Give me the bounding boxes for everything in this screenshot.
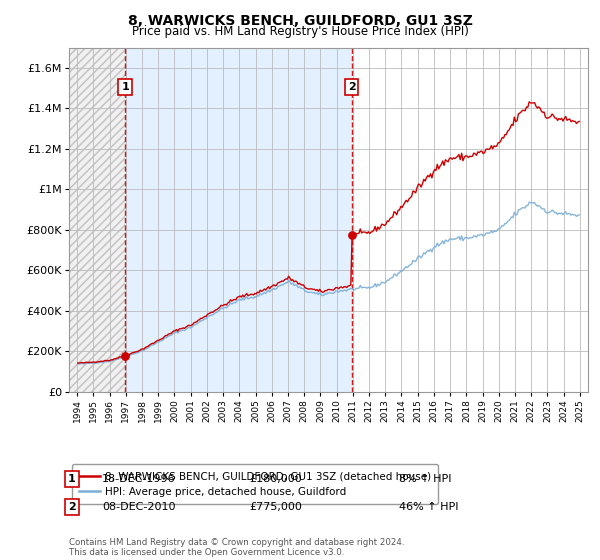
Text: 2: 2	[347, 82, 355, 92]
Bar	[352, 48, 588, 392]
Point	[121, 351, 130, 360]
Text: 1: 1	[121, 82, 129, 92]
Text: £180,000: £180,000	[249, 474, 302, 484]
Text: Price paid vs. HM Land Registry's House Price Index (HPI): Price paid vs. HM Land Registry's House …	[131, 25, 469, 38]
Text: £775,000: £775,000	[249, 502, 302, 512]
Text: 1: 1	[68, 474, 76, 484]
Text: 46% ↑ HPI: 46% ↑ HPI	[399, 502, 458, 512]
Text: 8, WARWICKS BENCH, GUILDFORD, GU1 3SZ: 8, WARWICKS BENCH, GUILDFORD, GU1 3SZ	[128, 14, 472, 28]
Text: 18-DEC-1996: 18-DEC-1996	[102, 474, 176, 484]
Text: 2: 2	[68, 502, 76, 512]
Legend: 8, WARWICKS BENCH, GUILDFORD, GU1 3SZ (detached house), HPI: Average price, deta: 8, WARWICKS BENCH, GUILDFORD, GU1 3SZ (d…	[71, 464, 439, 504]
Bar	[69, 48, 125, 392]
Bar	[125, 48, 352, 392]
Text: 08-DEC-2010: 08-DEC-2010	[102, 502, 176, 512]
Text: 8% ↑ HPI: 8% ↑ HPI	[399, 474, 452, 484]
Point	[347, 231, 356, 240]
Text: Contains HM Land Registry data © Crown copyright and database right 2024.
This d: Contains HM Land Registry data © Crown c…	[69, 538, 404, 557]
